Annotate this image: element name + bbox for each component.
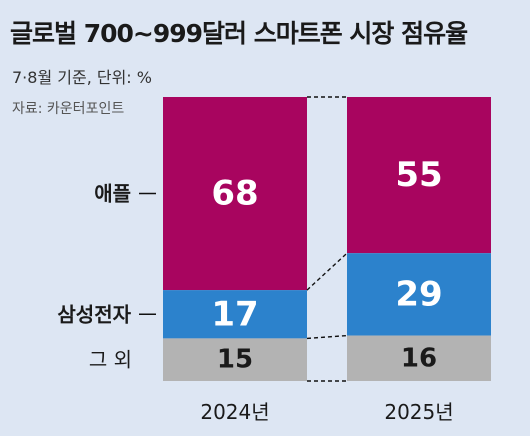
- connector-line-3: [306, 334, 348, 340]
- data-label-2-2024: 17: [211, 294, 258, 334]
- chart-title: 글로벌 700~999달러 스마트폰 시장 점유율: [10, 19, 468, 48]
- chart-source: 자료: 카운터포인트: [12, 101, 125, 117]
- bar-segment-3-2025: [347, 335, 491, 381]
- data-label-1-2024: 68: [211, 174, 258, 214]
- chart-subtitle: 7·8월 기준, 단위: %: [12, 68, 152, 87]
- bar-segment-2-2024: [163, 290, 307, 339]
- series-label-1: 애플: [94, 182, 131, 206]
- connector-line-2: [306, 252, 348, 291]
- data-label-3-2025: 16: [401, 343, 437, 373]
- x-tick-label-1: 2024년: [200, 400, 269, 424]
- bar-segment-1-2025: [347, 97, 491, 254]
- bar-segment-1-2024: [163, 97, 307, 291]
- data-label-3-2024: 15: [217, 345, 253, 375]
- series-label-2: 삼성전자: [57, 302, 131, 326]
- data-label-2-2025: 29: [395, 274, 442, 314]
- series-label-3: 그 외: [89, 348, 132, 372]
- bar-segment-3-2024: [163, 338, 307, 381]
- data-label-1-2025: 55: [395, 155, 442, 195]
- x-tick-label-2: 2025년: [384, 400, 453, 424]
- bar-segment-2-2025: [347, 253, 491, 336]
